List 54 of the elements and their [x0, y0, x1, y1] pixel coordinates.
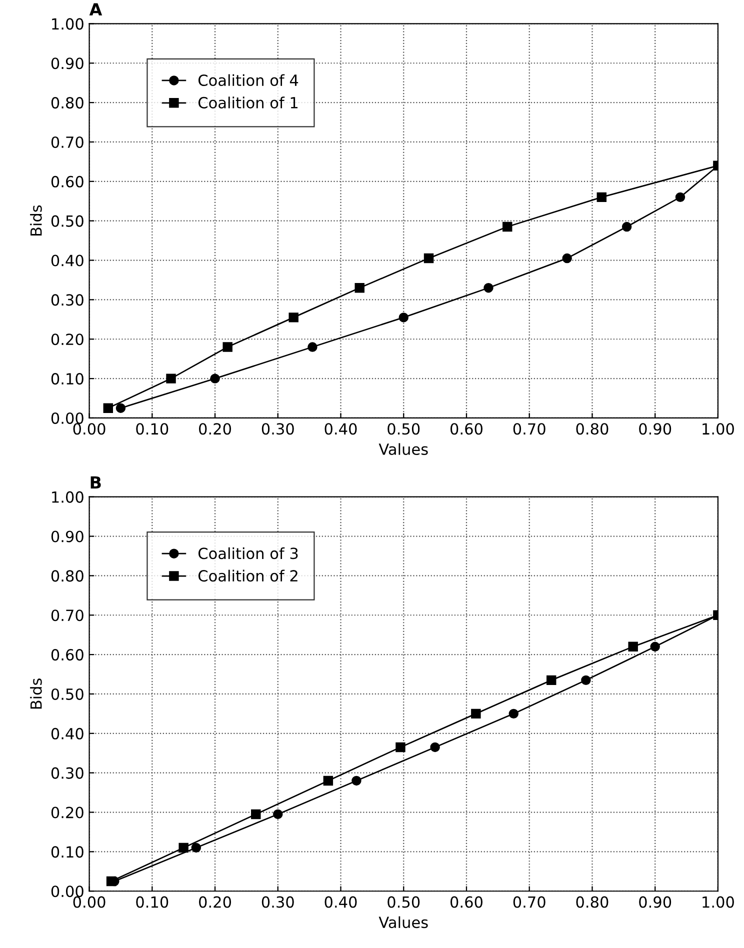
- x-tick-label: 0.20: [199, 423, 232, 435]
- x-axis-title: Values: [378, 443, 428, 456]
- x-tick-label: 0.40: [324, 423, 357, 435]
- y-tick-label: 1.00: [52, 491, 84, 503]
- y-tick-label: 0.10: [51, 373, 84, 385]
- x-tick-label: 0.80: [576, 423, 608, 435]
- y-tick-label: 0.80: [51, 97, 84, 109]
- x-tick-label: 0.00: [73, 423, 106, 435]
- x-tick-label: 0.50: [388, 423, 420, 435]
- y-tick-label: 0.40: [51, 254, 84, 266]
- y-tick-label: 0.20: [51, 334, 84, 346]
- x-tick-label: 0.90: [639, 423, 672, 435]
- x-tick-label: 1.00: [702, 423, 734, 435]
- x-axis-title: Values: [378, 916, 428, 928]
- legend-label: Coalition of 2: [198, 570, 298, 582]
- x-tick-label: 0.30: [262, 423, 294, 435]
- x-tick-label: 0.70: [513, 423, 546, 435]
- y-tick-label: 0.50: [51, 688, 84, 700]
- y-tick-label: 1.00: [52, 18, 84, 30]
- x-tick-label: 1.00: [702, 896, 734, 908]
- x-tick-label: 0.10: [136, 896, 168, 908]
- legend-label: Coalition of 3: [198, 547, 298, 560]
- y-axis-title: Bids: [30, 678, 42, 709]
- x-tick-label: 0.00: [73, 896, 106, 908]
- x-tick-label: 0.10: [136, 423, 168, 435]
- chart-title: B: [90, 476, 101, 489]
- legend-label: Coalition of 4: [198, 74, 298, 86]
- y-tick-label: 0.40: [51, 728, 84, 740]
- x-tick-label: 0.60: [450, 423, 482, 435]
- x-tick-label: 0.90: [639, 896, 672, 908]
- x-tick-label: 0.70: [513, 896, 546, 908]
- x-tick-label: 0.20: [199, 896, 232, 908]
- y-tick-label: 0.50: [51, 215, 84, 227]
- y-tick-label: 0.00: [51, 412, 84, 424]
- y-tick-label: 0.90: [51, 58, 84, 70]
- y-tick-label: 0.30: [51, 294, 84, 306]
- x-tick-label: 0.50: [388, 896, 420, 908]
- x-tick-label: 0.30: [262, 896, 294, 908]
- y-axis-title: Bids: [30, 205, 42, 236]
- y-tick-label: 0.70: [51, 610, 84, 622]
- chart-title: A: [89, 3, 102, 16]
- y-tick-label: 0.20: [51, 806, 84, 818]
- x-tick-label: 0.80: [576, 896, 608, 908]
- y-tick-label: 0.00: [51, 886, 84, 898]
- y-tick-label: 0.10: [51, 846, 84, 858]
- y-tick-label: 0.60: [51, 649, 84, 661]
- y-tick-label: 0.60: [51, 176, 84, 188]
- y-tick-label: 0.90: [51, 530, 84, 542]
- x-tick-label: 0.40: [324, 896, 357, 908]
- x-tick-label: 0.60: [450, 896, 482, 908]
- y-tick-label: 0.80: [51, 570, 84, 582]
- y-tick-label: 0.70: [51, 136, 84, 148]
- y-tick-label: 0.30: [51, 767, 84, 779]
- legend-label: Coalition of 1: [198, 96, 298, 108]
